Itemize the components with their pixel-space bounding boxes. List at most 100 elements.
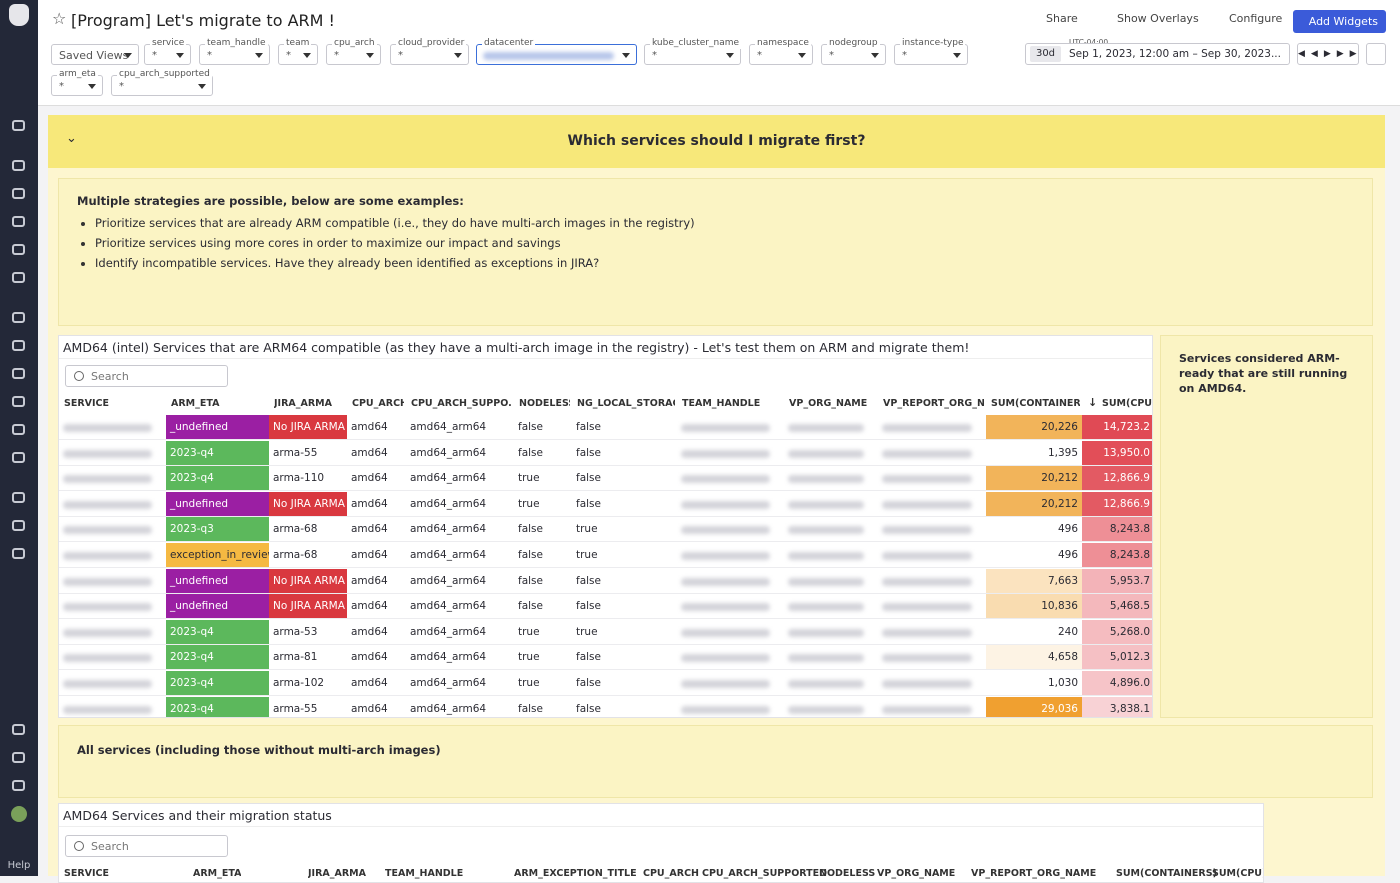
saved-views[interactable]: Saved Views [51,44,139,65]
nav-icon[interactable] [12,244,25,255]
blurred-text [882,603,972,612]
dashboard-title[interactable]: [Program] Let's migrate to ARM ! [71,11,335,30]
column-header[interactable]: ARM_ETA [193,868,242,879]
filter[interactable]: nodegroup * [821,38,886,65]
blurred-text [882,705,972,714]
table-cell: false [572,415,677,440]
time-range: Sep 1, 2023, 12:00 am – Sep 30, 2023... [1069,48,1281,60]
blurred-text [882,500,972,509]
table-cell: false [572,594,677,620]
column-header[interactable]: CPU_ARCH [643,868,699,879]
time-picker[interactable]: 30d Sep 1, 2023, 12:00 am – Sep 30, 2023… [1025,43,1290,65]
column-header[interactable]: VP_REPORT_ORG_N... [883,398,984,409]
nav-icon[interactable] [12,780,25,791]
table-cell: _undefined [166,491,269,517]
column-header[interactable]: VP_ORG_NAME [877,868,956,879]
nav-icon[interactable] [12,724,25,735]
table-cell: amd64 [347,543,406,568]
column-header[interactable]: SUM(CPU) [1212,868,1264,879]
configure-button[interactable]: Configure [1229,12,1283,25]
filter[interactable]: kube_cluster_name * [644,38,742,65]
nav-icon[interactable] [12,396,25,407]
blurred-text [788,424,864,432]
column-header[interactable]: SERVICE [64,868,109,879]
column-header[interactable]: VP_REPORT_ORG_NAME [971,868,1097,879]
nav-icon[interactable] [12,188,25,199]
nav-icon[interactable] [12,752,25,763]
column-header[interactable]: ARM_ETA [171,398,220,409]
search-box[interactable]: Search [65,835,228,857]
bullet-text: Prioritize services that are already ARM… [95,216,695,230]
share-button[interactable]: Share [1046,12,1078,25]
table-cell: _undefined [166,415,269,440]
table-cell [784,543,878,568]
sort-arrow: ↓ [1088,396,1098,409]
nav-icon[interactable] [12,312,25,323]
filter[interactable]: instance-type * [894,38,968,65]
filter[interactable]: cpu_arch_supported * [111,69,213,96]
nav-icon[interactable] [12,452,25,463]
table-cell [59,671,166,696]
logo[interactable] [9,4,29,26]
column-header[interactable]: VP_ORG_NAME [789,398,868,409]
column-header[interactable]: SUM(CONTAINERS) [1116,868,1217,879]
column-header[interactable]: SERVICE [64,398,109,409]
filter[interactable]: namespace * [749,38,813,65]
column-header[interactable]: ARM_EXCEPTION_TITLE [514,868,637,879]
blurred-text [63,424,152,432]
column-header[interactable]: SUM(CONTAINERS) [991,398,1080,409]
zoom-button[interactable] [1366,43,1386,65]
nav-icon[interactable] [12,216,25,227]
table-cell [878,697,986,717]
star-icon[interactable]: ☆ [52,9,67,28]
table-cell: amd64_arm64 [406,517,514,543]
nav-icon[interactable] [12,492,25,503]
column-header[interactable]: CPU_ARCH_SUPPORTED [702,868,828,879]
column-header[interactable]: CPU_ARCH [352,398,404,409]
column-header[interactable]: NODELESS [819,868,876,879]
filter[interactable]: cloud_provider * [390,38,469,65]
collapse-icon[interactable]: ⌄ [66,131,77,146]
filter[interactable]: arm_eta * [51,69,103,96]
nav-icon[interactable] [12,548,25,559]
time-preset[interactable]: 30d [1030,46,1061,62]
nav-icon[interactable] [12,272,25,283]
filter[interactable]: datacenter [476,38,637,65]
column-header[interactable]: SUM(CPU) [1102,398,1152,409]
column-header[interactable]: NG_LOCAL_STORAGE [577,398,675,409]
column-header[interactable]: NODELESS [519,398,570,409]
column-header[interactable]: TEAM_HANDLE [682,398,761,409]
table-cell [784,569,878,594]
table-cell: arma-110 [269,466,347,492]
nav-icon[interactable] [12,424,25,435]
nav-icon[interactable] [12,160,25,171]
avatar[interactable] [11,806,27,822]
table-cell: arma-68 [269,517,347,543]
column-header[interactable]: CPU_ARCH_SUPPO... [411,398,512,409]
table-cell: amd64_arm64 [406,645,514,671]
search-box[interactable]: Search [65,365,228,387]
table-cell: amd64_arm64 [406,671,514,696]
nav-icon[interactable] [12,368,25,379]
table-cell: amd64_arm64 [406,492,514,517]
filter[interactable]: cpu_arch * [326,38,381,65]
note: Services considered ARM-ready that are s… [1160,335,1373,718]
table-cell [878,620,986,645]
filter[interactable]: team * [278,38,318,65]
column-header[interactable]: JIRA_ARMA [274,398,332,409]
playback-controls[interactable]: ◀◀▶▶▶ [1297,43,1359,65]
nav-icon[interactable] [12,120,25,131]
blurred-text [882,654,972,663]
nav-icon[interactable] [12,520,25,531]
column-header[interactable]: JIRA_ARMA [308,868,366,879]
help[interactable]: Help [7,860,31,871]
add-widgets-button[interactable]: Add Widgets [1293,10,1386,33]
table-cell [784,466,878,492]
filter[interactable]: team_handle * [199,38,270,65]
filter[interactable]: service * [144,38,191,65]
nav-icon[interactable] [12,340,25,351]
blurred-text [681,449,770,458]
table-cell: 12,866.9 [1082,466,1152,492]
overlays-button[interactable]: Show Overlays [1117,12,1199,25]
column-header[interactable]: TEAM_HANDLE [385,868,464,879]
